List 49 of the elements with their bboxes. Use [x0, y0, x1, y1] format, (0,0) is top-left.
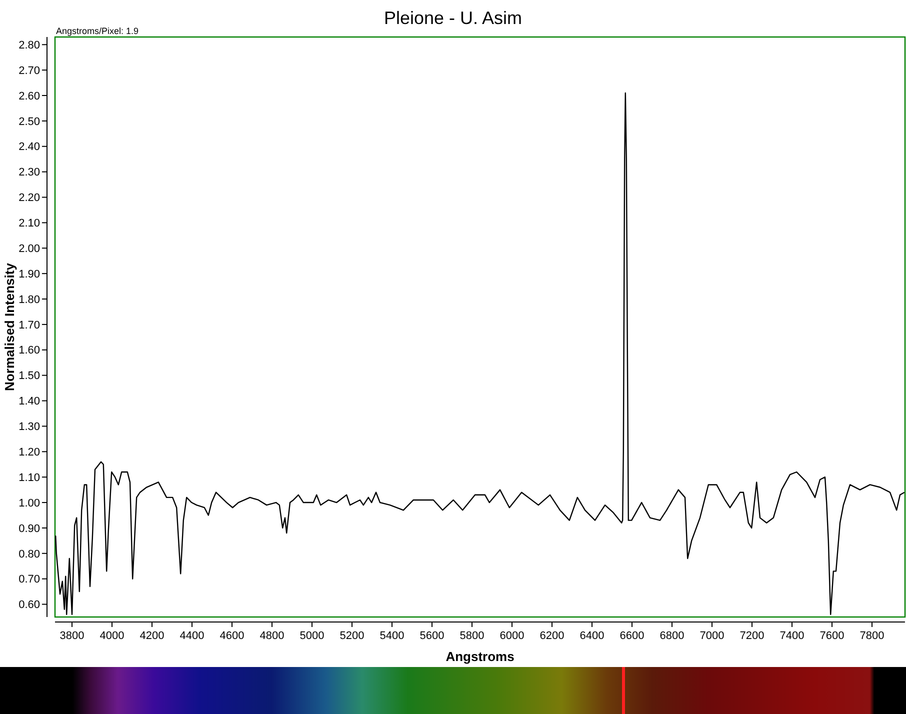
x-tick-label: 5800 — [460, 630, 484, 642]
y-tick-label: 1.10 — [18, 472, 40, 484]
y-tick-label: 2.20 — [18, 192, 40, 204]
x-tick-label: 4800 — [260, 630, 284, 642]
y-axis-title: Normalised Intensity — [2, 262, 17, 391]
x-tick-label: 7800 — [860, 630, 884, 642]
text: Angstroms/Pixel: 1.9 — [56, 26, 139, 36]
x-tick-label: 6400 — [580, 630, 604, 642]
x-tick-label: 4000 — [100, 630, 124, 642]
y-tick-label: 1.80 — [18, 294, 40, 306]
x-tick-label: 6600 — [620, 630, 644, 642]
x-tick-label: 7400 — [780, 630, 804, 642]
x-tick-label: 6200 — [540, 630, 564, 642]
x-tick-label: 7200 — [740, 630, 764, 642]
y-tick-label: 2.10 — [18, 218, 40, 230]
x-tick-label: 5600 — [420, 630, 444, 642]
x-tick-label: 5400 — [380, 630, 404, 642]
y-tick-label: 2.40 — [18, 141, 40, 154]
x-tick-label: 4400 — [180, 630, 204, 642]
y-tick-label: 0.90 — [18, 522, 40, 535]
x-tick-label: 6000 — [500, 630, 524, 642]
y-tick-label: 2.60 — [18, 90, 40, 102]
y-tick-label: 1.60 — [18, 344, 40, 357]
y-tick-label: 0.60 — [18, 599, 40, 612]
x-tick-label: 7000 — [700, 630, 724, 642]
x-tick-label: 5200 — [340, 630, 364, 642]
y-tick-label: 2.70 — [18, 64, 40, 77]
x-tick-label: 4200 — [140, 630, 164, 642]
x-axis-title: Angstroms — [446, 649, 514, 664]
y-tick-label: 1.20 — [18, 446, 40, 458]
chart-title: Pleione - U. Asim — [384, 8, 522, 28]
y-tick-label: 0.80 — [18, 548, 40, 560]
y-tick-label: 2.50 — [18, 116, 40, 128]
x-tick-label: 6800 — [660, 630, 684, 642]
line-series — [55, 92, 905, 616]
y-tick-label: 1.70 — [18, 319, 40, 332]
y-tick-label: 1.00 — [18, 497, 40, 510]
y-tick-label: 2.00 — [18, 242, 40, 255]
x-tick-label: 3800 — [60, 630, 84, 642]
y-tick-label: 2.80 — [18, 39, 40, 52]
x-tick-label: 4600 — [220, 630, 244, 642]
x-tick-label: 5000 — [300, 630, 324, 642]
y-tick-label: 1.40 — [18, 396, 40, 408]
y-tick-label: 1.90 — [18, 268, 40, 280]
y-tick-label: 0.70 — [18, 574, 40, 586]
y-tick-label: 1.30 — [18, 421, 40, 434]
y-tick-label: 1.50 — [18, 370, 40, 382]
y-tick-label: 2.30 — [18, 166, 40, 179]
x-tick-label: 7600 — [820, 630, 844, 642]
